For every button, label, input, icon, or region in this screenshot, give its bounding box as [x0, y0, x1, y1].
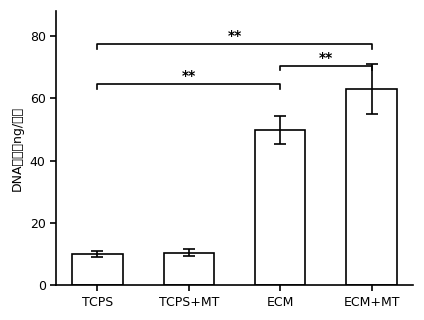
Y-axis label: DNA含量（ng/孔）: DNA含量（ng/孔） [11, 106, 24, 191]
Bar [164, 253, 214, 285]
Text: **: ** [319, 51, 333, 65]
Bar [255, 130, 305, 285]
Text: **: ** [181, 69, 196, 84]
Text: **: ** [227, 29, 242, 43]
Bar [73, 254, 123, 285]
Bar [346, 89, 397, 285]
